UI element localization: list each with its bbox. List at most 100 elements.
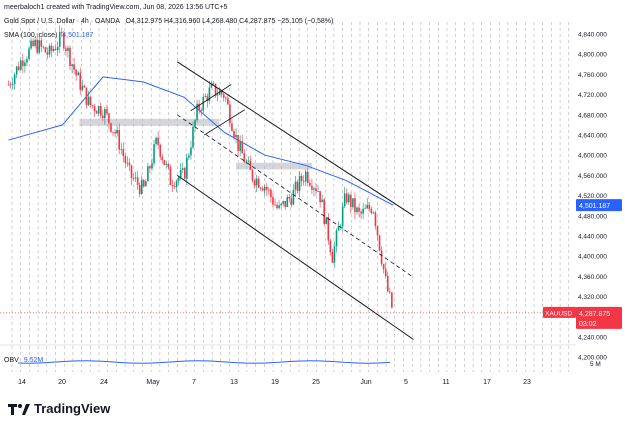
candle-body [284, 201, 287, 207]
candle-body [294, 181, 297, 190]
candle-body [298, 175, 301, 191]
candle-body [300, 175, 303, 181]
candle-body [253, 180, 256, 186]
candle [44, 46, 47, 53]
candle [69, 45, 71, 71]
candle [251, 168, 254, 183]
candle-body [321, 199, 323, 203]
last-price-badge [576, 306, 622, 329]
candle-body [339, 226, 342, 227]
price-tick-label: 4,320.000 [578, 294, 607, 301]
candle-body [315, 188, 317, 192]
candle-body [126, 162, 129, 164]
candle [319, 190, 321, 208]
candle-body [132, 178, 135, 179]
candle [257, 176, 260, 189]
candle-body [204, 96, 207, 97]
candle-body [198, 103, 200, 111]
candle [102, 110, 104, 122]
candle [17, 61, 20, 71]
candle-body [44, 47, 47, 53]
candle-body [382, 264, 385, 270]
candle-body [233, 130, 235, 138]
candle [202, 93, 205, 115]
candle-body [214, 83, 217, 96]
candle-body [34, 39, 36, 46]
candle-body [212, 83, 215, 85]
candle [54, 43, 57, 51]
price-tick-label: 4,560.000 [578, 173, 607, 180]
candle [329, 238, 332, 256]
candle [159, 143, 161, 161]
candle-body [165, 163, 168, 165]
candle-body [145, 181, 147, 187]
time-tick-label: 23 [523, 379, 531, 386]
candle-body [13, 74, 16, 85]
candle [165, 160, 168, 169]
supply-zones [79, 118, 312, 170]
candle [36, 33, 38, 55]
candle [108, 112, 110, 130]
tradingview-branding[interactable]: TradingView [8, 401, 110, 416]
price-tick-label: 4,680.000 [578, 112, 607, 119]
candle-body [341, 206, 344, 227]
price-tick-label: 4,360.000 [578, 274, 607, 281]
candle-body [97, 106, 100, 114]
time-tick-label: 17 [483, 379, 491, 386]
candle [130, 164, 133, 185]
candle [378, 234, 381, 252]
candle [380, 246, 383, 267]
time-tick-label: 13 [230, 379, 238, 386]
candle-body [9, 84, 12, 86]
sma-legend[interactable]: SMA (100, close) 4,501.187 [4, 32, 93, 39]
candle-body [313, 188, 315, 190]
vertical-grid [0, 22, 576, 372]
sma-badge-text: 4,501.187 [579, 203, 610, 210]
price-tick-label: 4,800.000 [578, 52, 607, 59]
candle [239, 135, 241, 157]
candle [208, 81, 211, 105]
candle-body [173, 186, 176, 188]
time-tick-label: 14 [18, 379, 26, 386]
candle-body [358, 207, 360, 212]
candle [249, 155, 252, 170]
candle [255, 174, 258, 192]
candle-body [130, 165, 133, 179]
candle-body [372, 212, 375, 214]
candle [26, 56, 28, 67]
candle-body [374, 212, 377, 227]
obv-legend[interactable]: OBV 9.52M [4, 357, 43, 364]
chart-credit: meerbaloch1 created with TradingView.com… [4, 4, 228, 11]
candle-body [325, 217, 328, 225]
time-tick-label: 11 [442, 379, 449, 386]
price-tick-label: 4,600.000 [578, 153, 607, 160]
candle [204, 93, 207, 98]
candle-body [102, 115, 104, 119]
candle [34, 37, 36, 49]
candle-body [171, 185, 174, 187]
candle-body [216, 94, 219, 96]
candle-body [46, 52, 49, 55]
candle-body [292, 189, 295, 205]
candle [331, 248, 334, 263]
candle-body [270, 189, 272, 198]
candle-body [52, 49, 55, 51]
candle-body [307, 171, 309, 183]
candle-body [20, 60, 22, 70]
candle-body [151, 163, 153, 169]
candle-body [280, 203, 282, 206]
candle [147, 162, 149, 182]
candle [24, 59, 26, 73]
candle [196, 99, 198, 123]
candle-body [309, 182, 311, 186]
time-tick-label: 7 [192, 379, 196, 386]
instrument-name[interactable]: Gold Spot / U.S. Dollar · 4h · OANDA [4, 18, 120, 25]
candle-body [304, 171, 307, 182]
candlesticks [7, 25, 393, 309]
price-tick-label: 4,720.000 [578, 92, 607, 99]
candle [188, 152, 190, 160]
candle-body [229, 104, 231, 124]
candle-body [58, 32, 61, 47]
candle [311, 178, 313, 195]
